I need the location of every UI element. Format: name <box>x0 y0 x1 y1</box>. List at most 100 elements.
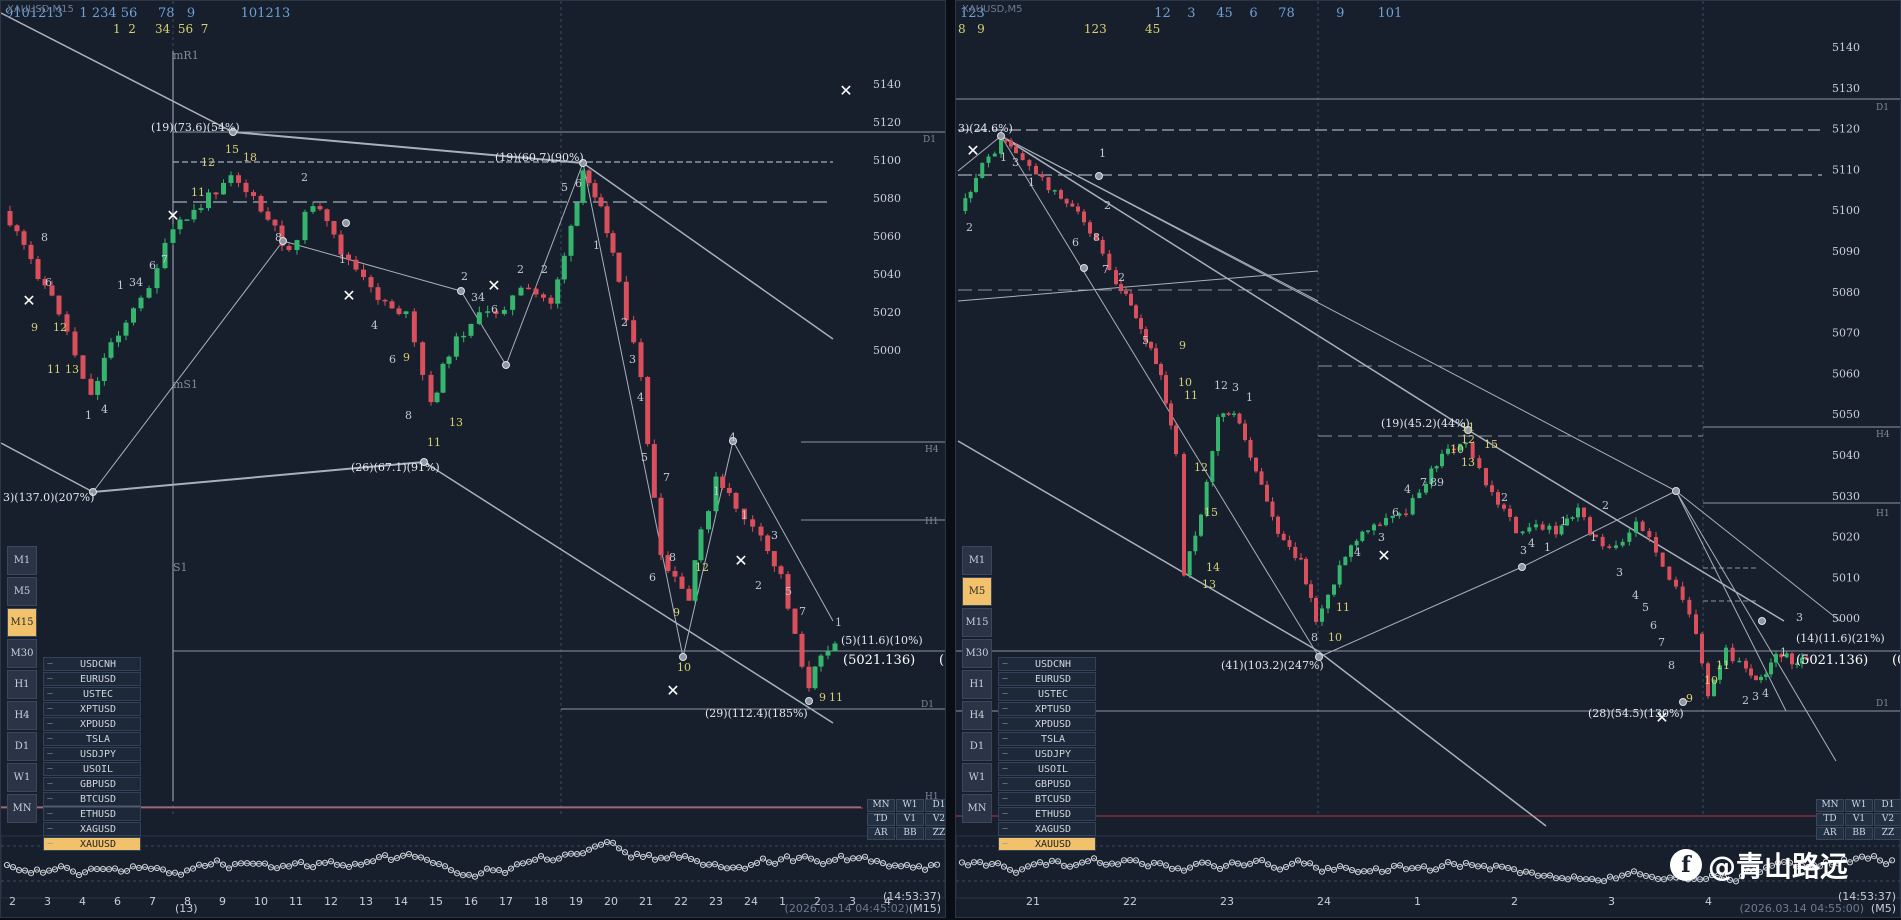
symbol-item-xagusd[interactable]: – XAGUSD <box>43 822 141 836</box>
minus-icon[interactable]: – <box>47 779 53 789</box>
tool-button-zz[interactable]: ZZ <box>925 827 945 840</box>
minus-icon[interactable]: – <box>47 839 53 849</box>
symbol-item-xauusd[interactable]: – XAUUSD <box>998 837 1096 851</box>
minus-icon[interactable]: – <box>1002 734 1008 744</box>
tool-button-d1[interactable]: D1 <box>925 799 945 812</box>
timeframe-button-m30[interactable]: M30 <box>7 639 37 668</box>
tool-button-zz[interactable]: ZZ <box>1874 827 1900 840</box>
timeframe-button-h1[interactable]: H1 <box>7 670 37 699</box>
minus-icon[interactable]: – <box>47 674 53 684</box>
symbol-item-usoil[interactable]: – USOIL <box>998 762 1096 776</box>
symbol-item-xpdusd[interactable]: – XPDUSD <box>998 717 1096 731</box>
symbol-item-btcusd[interactable]: – BTCUSD <box>998 792 1096 806</box>
chart-panel-right[interactable]: 5140 5130 5120 5110 5100 5090 5080 5070 5060 5050… <box>955 0 1901 918</box>
timeframe-button-m15[interactable]: M15 <box>962 608 992 637</box>
minus-icon[interactable]: – <box>47 689 53 699</box>
minus-icon[interactable]: – <box>1002 809 1008 819</box>
minus-icon[interactable]: – <box>47 704 53 714</box>
minus-icon[interactable]: – <box>1002 704 1008 714</box>
price-chart-left[interactable]: 51405120510050805060504050205000✕✕✕✕✕✕✕8… <box>1 1 946 918</box>
timeframe-button-m1[interactable]: M1 <box>7 546 37 575</box>
candle-body <box>1520 531 1525 534</box>
tool-button-bb[interactable]: BB <box>896 827 924 840</box>
symbol-item-tsla[interactable]: – TSLA <box>998 732 1096 746</box>
symbol-item-usdcnh[interactable]: – USDCNH <box>998 657 1096 671</box>
symbol-item-ustec[interactable]: – USTEC <box>998 687 1096 701</box>
timeframe-button-h1[interactable]: H1 <box>962 670 992 699</box>
tool-button-td[interactable]: TD <box>867 813 895 826</box>
timeframe-button-h4[interactable]: H4 <box>962 701 992 730</box>
symbol-item-xauusd[interactable]: – XAUUSD <box>43 837 141 851</box>
symbol-item-ethusd[interactable]: – ETHUSD <box>998 807 1096 821</box>
tool-button-mn[interactable]: MN <box>1816 799 1844 812</box>
tool-button-d1[interactable]: D1 <box>1874 799 1900 812</box>
tool-button-bb[interactable]: BB <box>1845 827 1873 840</box>
tool-button-v1[interactable]: V1 <box>1845 813 1873 826</box>
symbol-item-usdcnh[interactable]: – USDCNH <box>43 657 141 671</box>
timeframe-button-mn[interactable]: MN <box>7 794 37 823</box>
tool-button-mn[interactable]: MN <box>867 799 895 812</box>
tool-button-w1[interactable]: W1 <box>1845 799 1873 812</box>
minus-icon[interactable]: – <box>47 659 53 669</box>
tool-button-ar[interactable]: AR <box>867 827 895 840</box>
pivot-marker <box>1315 653 1323 661</box>
symbol-item-usdjpy[interactable]: – USDJPY <box>43 747 141 761</box>
price-chart-right[interactable]: 5140513051205110510050905080507050605050… <box>956 1 1901 918</box>
symbol-item-gbpusd[interactable]: – GBPUSD <box>43 777 141 791</box>
timeframe-button-d1[interactable]: D1 <box>7 732 37 761</box>
minus-icon[interactable]: – <box>1002 794 1008 804</box>
timeframe-button-mn[interactable]: MN <box>962 794 992 823</box>
symbol-item-ethusd[interactable]: – ETHUSD <box>43 807 141 821</box>
tool-button-td[interactable]: TD <box>1816 813 1844 826</box>
symbol-item-tsla[interactable]: – TSLA <box>43 732 141 746</box>
tool-button-w1[interactable]: W1 <box>896 799 924 812</box>
minus-icon[interactable]: – <box>47 749 53 759</box>
minus-icon[interactable]: – <box>1002 764 1008 774</box>
osc-point <box>921 866 929 873</box>
timeframe-button-m5[interactable]: M5 <box>7 577 37 606</box>
time-tick-label: 2 <box>814 895 821 908</box>
osc-point <box>1216 865 1224 873</box>
tool-button-v1[interactable]: V1 <box>896 813 924 826</box>
symbol-item-btcusd[interactable]: – BTCUSD <box>43 792 141 806</box>
timeframe-button-w1[interactable]: W1 <box>7 763 37 792</box>
symbol-item-xptusd[interactable]: – XPTUSD <box>43 702 141 716</box>
timeframe-button-m1[interactable]: M1 <box>962 546 992 575</box>
minus-icon[interactable]: – <box>1002 749 1008 759</box>
osc-point <box>1270 864 1278 871</box>
minus-icon[interactable]: – <box>47 734 53 744</box>
symbol-item-usdjpy[interactable]: – USDJPY <box>998 747 1096 761</box>
symbol-item-eurusd[interactable]: – EURUSD <box>43 672 141 686</box>
chart-panel-left[interactable]: 5140 5120 5100 5080 5060 5040 5020 5000 ✕ ✕ ✕ ✕ ✕ ✕ ✕ 8… <box>0 0 946 918</box>
minus-icon[interactable]: – <box>47 764 53 774</box>
minus-icon[interactable]: – <box>1002 659 1008 669</box>
minus-icon[interactable]: – <box>47 824 53 834</box>
minus-icon[interactable]: – <box>1002 719 1008 729</box>
timeframe-button-m5[interactable]: M5 <box>962 577 992 606</box>
count-label: 5 <box>641 451 648 464</box>
minus-icon[interactable]: – <box>1002 839 1008 849</box>
minus-icon[interactable]: – <box>47 794 53 804</box>
symbol-item-usoil[interactable]: – USOIL <box>43 762 141 776</box>
minus-icon[interactable]: – <box>47 809 53 819</box>
symbol-item-eurusd[interactable]: – EURUSD <box>998 672 1096 686</box>
minus-icon[interactable]: – <box>47 719 53 729</box>
minus-icon[interactable]: – <box>1002 779 1008 789</box>
timeframe-button-m15[interactable]: M15 <box>7 608 37 637</box>
minus-icon[interactable]: – <box>1002 689 1008 699</box>
symbol-item-xagusd[interactable]: – XAGUSD <box>998 822 1096 836</box>
tool-button-v2[interactable]: V2 <box>1874 813 1900 826</box>
symbol-item-xpdusd[interactable]: – XPDUSD <box>43 717 141 731</box>
timeframe-button-d1[interactable]: D1 <box>962 732 992 761</box>
symbol-item-gbpusd[interactable]: – GBPUSD <box>998 777 1096 791</box>
timeframe-button-h4[interactable]: H4 <box>7 701 37 730</box>
timeframe-button-w1[interactable]: W1 <box>962 763 992 792</box>
minus-icon[interactable]: – <box>1002 824 1008 834</box>
tool-button-v2[interactable]: V2 <box>925 813 945 826</box>
tool-button-ar[interactable]: AR <box>1816 827 1844 840</box>
minus-icon[interactable]: – <box>1002 674 1008 684</box>
symbol-item-xptusd[interactable]: – XPTUSD <box>998 702 1096 716</box>
osc-point <box>1606 873 1614 880</box>
symbol-item-ustec[interactable]: – USTEC <box>43 687 141 701</box>
timeframe-button-m30[interactable]: M30 <box>962 639 992 668</box>
